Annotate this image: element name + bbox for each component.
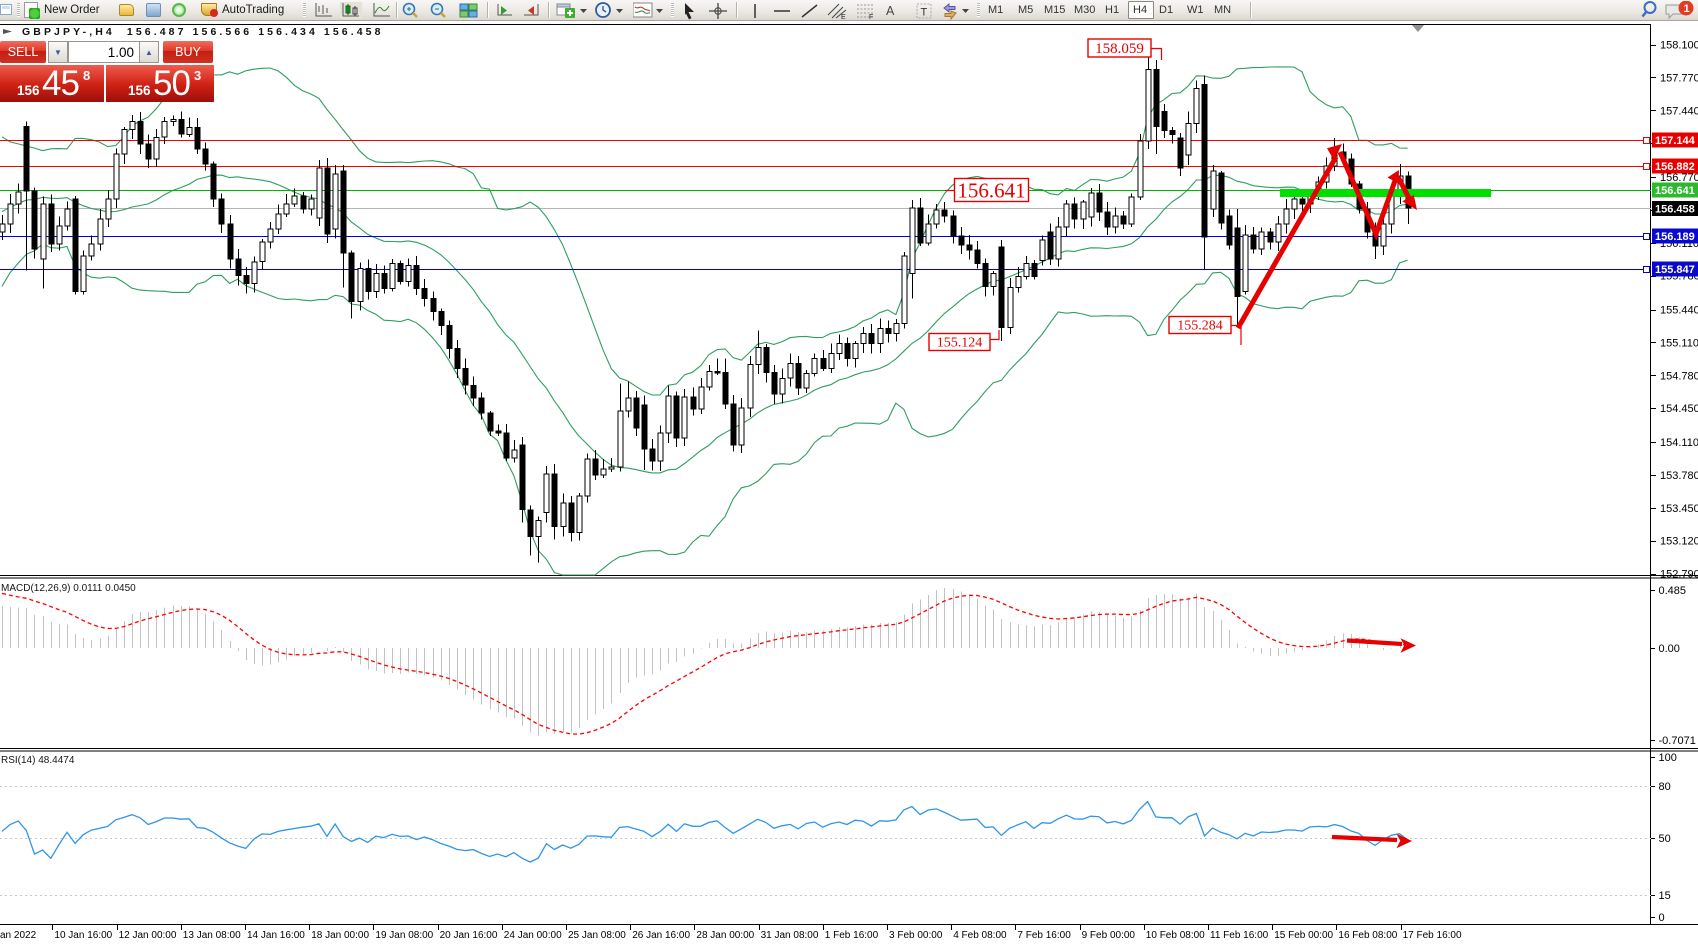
svg-text:1 Feb 16:00: 1 Feb 16:00 <box>825 930 879 941</box>
svg-text:MACD(12,26,9) 0.0111 0.0450: MACD(12,26,9) 0.0111 0.0450 <box>1 583 136 594</box>
svg-text:153.450: 153.450 <box>1660 503 1698 515</box>
svg-text:25 Jan 08:00: 25 Jan 08:00 <box>568 930 626 941</box>
svg-text:155.124: 155.124 <box>937 336 983 351</box>
svg-text:15 Feb 00:00: 15 Feb 00:00 <box>1274 930 1333 941</box>
svg-text:80: 80 <box>1659 781 1671 793</box>
svg-text:156.770: 156.770 <box>1660 172 1698 184</box>
svg-text:50: 50 <box>1659 833 1671 845</box>
svg-text:154.450: 154.450 <box>1660 403 1698 415</box>
svg-text:155.284: 155.284 <box>1177 319 1223 334</box>
svg-text:155.847: 155.847 <box>1655 264 1695 276</box>
svg-text:10 Jan 16:00: 10 Jan 16:00 <box>54 930 112 941</box>
svg-text:11 Feb 16:00: 11 Feb 16:00 <box>1210 930 1269 941</box>
svg-text:16 Feb 08:00: 16 Feb 08:00 <box>1338 930 1397 941</box>
svg-text:1: 1 <box>1684 3 1690 15</box>
svg-text:152.790: 152.790 <box>1660 569 1698 581</box>
svg-text:14 Jan 16:00: 14 Jan 16:00 <box>247 930 305 941</box>
svg-text:7 Feb 16:00: 7 Feb 16:00 <box>1017 930 1071 941</box>
svg-text:19 Jan 08:00: 19 Jan 08:00 <box>375 930 433 941</box>
svg-text:158.059: 158.059 <box>1095 41 1144 57</box>
svg-text:10 Feb 08:00: 10 Feb 08:00 <box>1146 930 1205 941</box>
svg-text:0: 0 <box>1659 912 1665 924</box>
svg-text:155.440: 155.440 <box>1660 305 1698 317</box>
svg-text:4 Feb 08:00: 4 Feb 08:00 <box>953 930 1007 941</box>
svg-text:156.641: 156.641 <box>957 179 1025 203</box>
svg-text:100: 100 <box>1659 752 1677 764</box>
svg-text:156.641: 156.641 <box>1655 185 1695 197</box>
svg-text:an 2022: an 2022 <box>0 930 37 941</box>
svg-text:12 Jan 00:00: 12 Jan 00:00 <box>119 930 177 941</box>
svg-text:156.882: 156.882 <box>1655 161 1695 173</box>
svg-text:F: F <box>869 14 873 20</box>
svg-text:156.458: 156.458 <box>1655 204 1695 216</box>
svg-text:20 Jan 16:00: 20 Jan 16:00 <box>440 930 498 941</box>
svg-text:-0.7071: -0.7071 <box>1659 735 1696 747</box>
svg-text:GBPJPY-,H4 156.487 156.566 15: GBPJPY-,H4 156.487 156.566 156.434 156.4… <box>22 26 384 38</box>
svg-text:0.00: 0.00 <box>1659 643 1680 655</box>
svg-text:18 Jan 00:00: 18 Jan 00:00 <box>311 930 369 941</box>
svg-text:153.780: 153.780 <box>1660 470 1698 482</box>
svg-text:RSI(14) 48.4474: RSI(14) 48.4474 <box>1 755 75 766</box>
svg-text:157.770: 157.770 <box>1660 73 1698 85</box>
svg-text:154.110: 154.110 <box>1660 437 1698 449</box>
svg-text:31 Jan 08:00: 31 Jan 08:00 <box>761 930 819 941</box>
svg-text:0.485: 0.485 <box>1659 585 1687 597</box>
svg-text:154.780: 154.780 <box>1660 370 1698 382</box>
svg-text:9 Feb 00:00: 9 Feb 00:00 <box>1082 930 1136 941</box>
svg-text:153.120: 153.120 <box>1660 536 1698 548</box>
svg-text:13 Jan 08:00: 13 Jan 08:00 <box>183 930 241 941</box>
svg-text:3 Feb 00:00: 3 Feb 00:00 <box>889 930 943 941</box>
svg-text:157.440: 157.440 <box>1660 105 1698 117</box>
svg-text:158.100: 158.100 <box>1660 40 1698 52</box>
svg-text:15: 15 <box>1659 890 1671 902</box>
svg-text:157.144: 157.144 <box>1655 135 1696 147</box>
svg-text:26 Jan 16:00: 26 Jan 16:00 <box>632 930 690 941</box>
svg-text:155.110: 155.110 <box>1660 337 1698 349</box>
svg-text:T: T <box>921 7 928 19</box>
svg-text:17 Feb 16:00: 17 Feb 16:00 <box>1403 930 1462 941</box>
svg-text:24 Jan 00:00: 24 Jan 00:00 <box>504 930 562 941</box>
svg-text:156.189: 156.189 <box>1655 231 1695 243</box>
svg-text:28 Jan 00:00: 28 Jan 00:00 <box>696 930 754 941</box>
svg-text:E: E <box>841 14 846 20</box>
